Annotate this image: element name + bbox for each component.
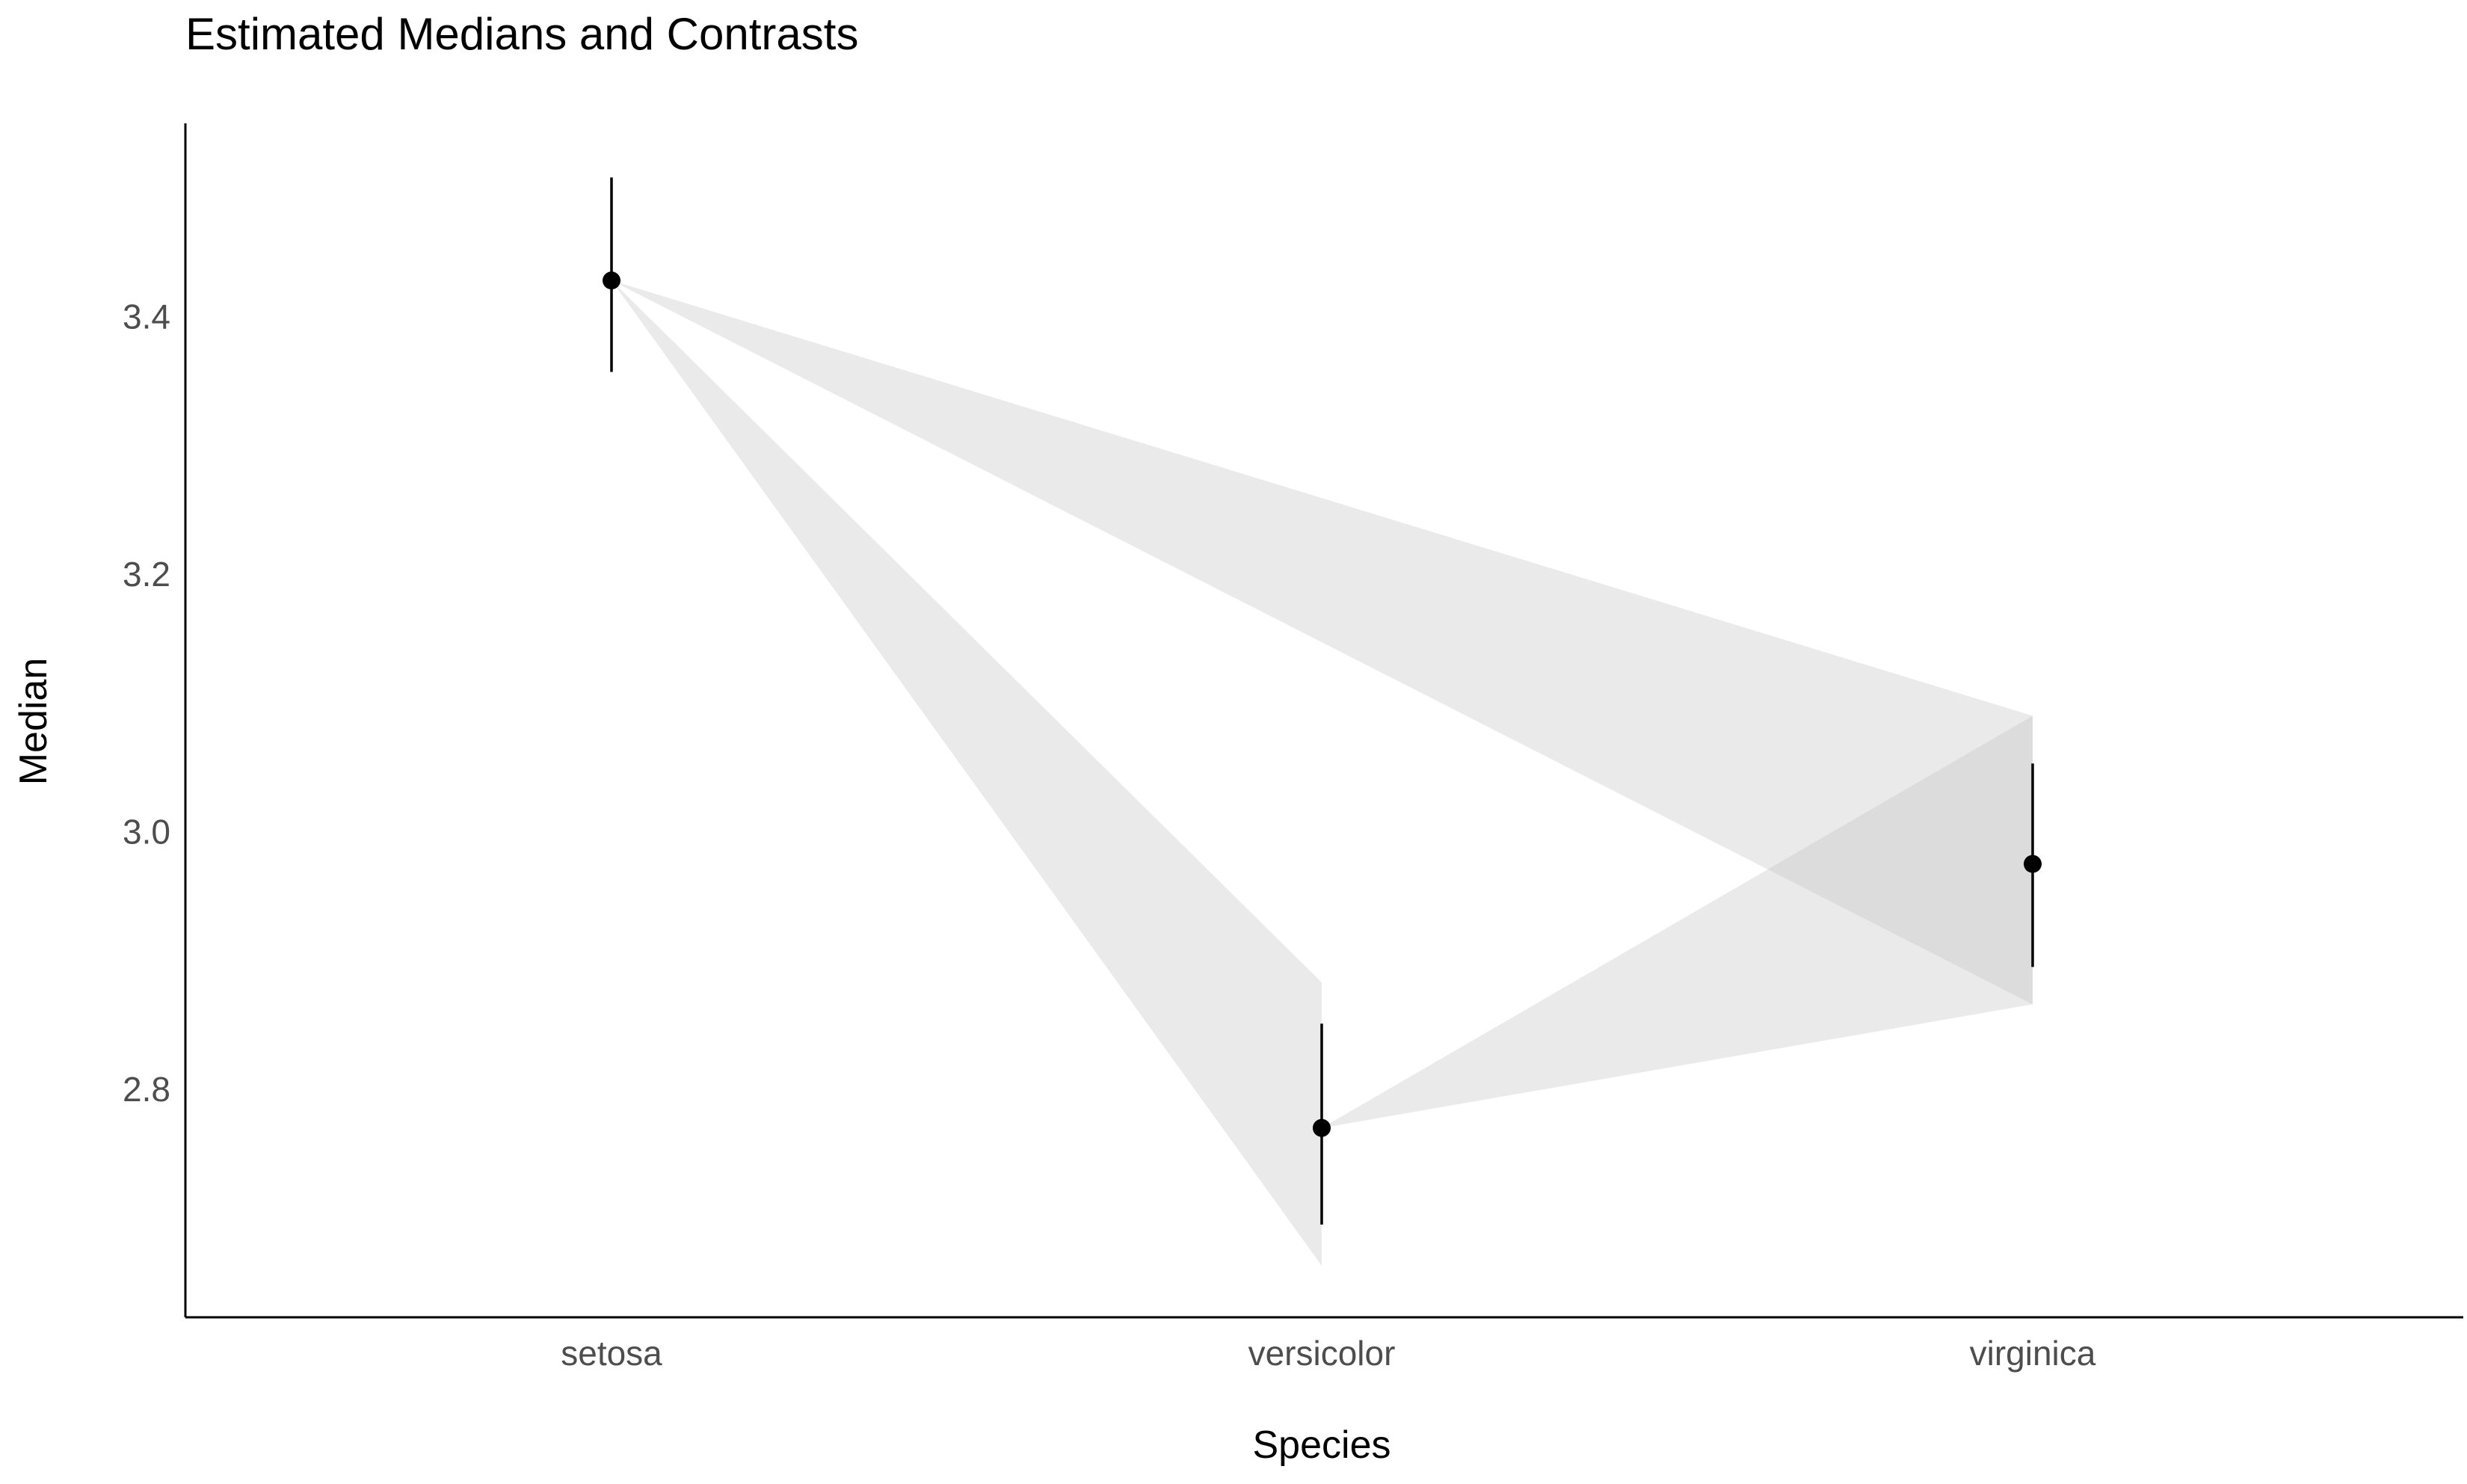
median-point-virginica (2024, 855, 2042, 873)
y-tick-label: 2.8 (123, 1070, 170, 1109)
median-points (603, 271, 2042, 1137)
x-tick-label-virginica: virginica (1970, 1334, 2096, 1373)
contrast-bands (612, 280, 2033, 1266)
y-tick-label: 3.4 (123, 297, 170, 336)
x-tick-label-versicolor: versicolor (1248, 1334, 1396, 1373)
y-tick-label: 3.2 (123, 555, 170, 594)
y-axis-title: Median (12, 658, 55, 786)
y-tick-labels: 2.8 3.0 3.2 3.4 (123, 297, 170, 1109)
x-tick-labels: setosa versicolor virginica (561, 1334, 2096, 1373)
contrast-band-versicolor-virginica (1322, 715, 2033, 1128)
median-point-versicolor (1313, 1118, 1331, 1137)
contrast-band-setosa-versicolor (612, 280, 1322, 1266)
contrast-band-setosa-virginica (612, 280, 2033, 1005)
x-axis-title: Species (1253, 1423, 1391, 1467)
median-point-setosa (603, 271, 620, 290)
x-tick-label-setosa: setosa (561, 1334, 662, 1373)
chart-title: Estimated Medians and Contrasts (185, 9, 858, 59)
y-tick-label: 3.0 (123, 813, 170, 852)
